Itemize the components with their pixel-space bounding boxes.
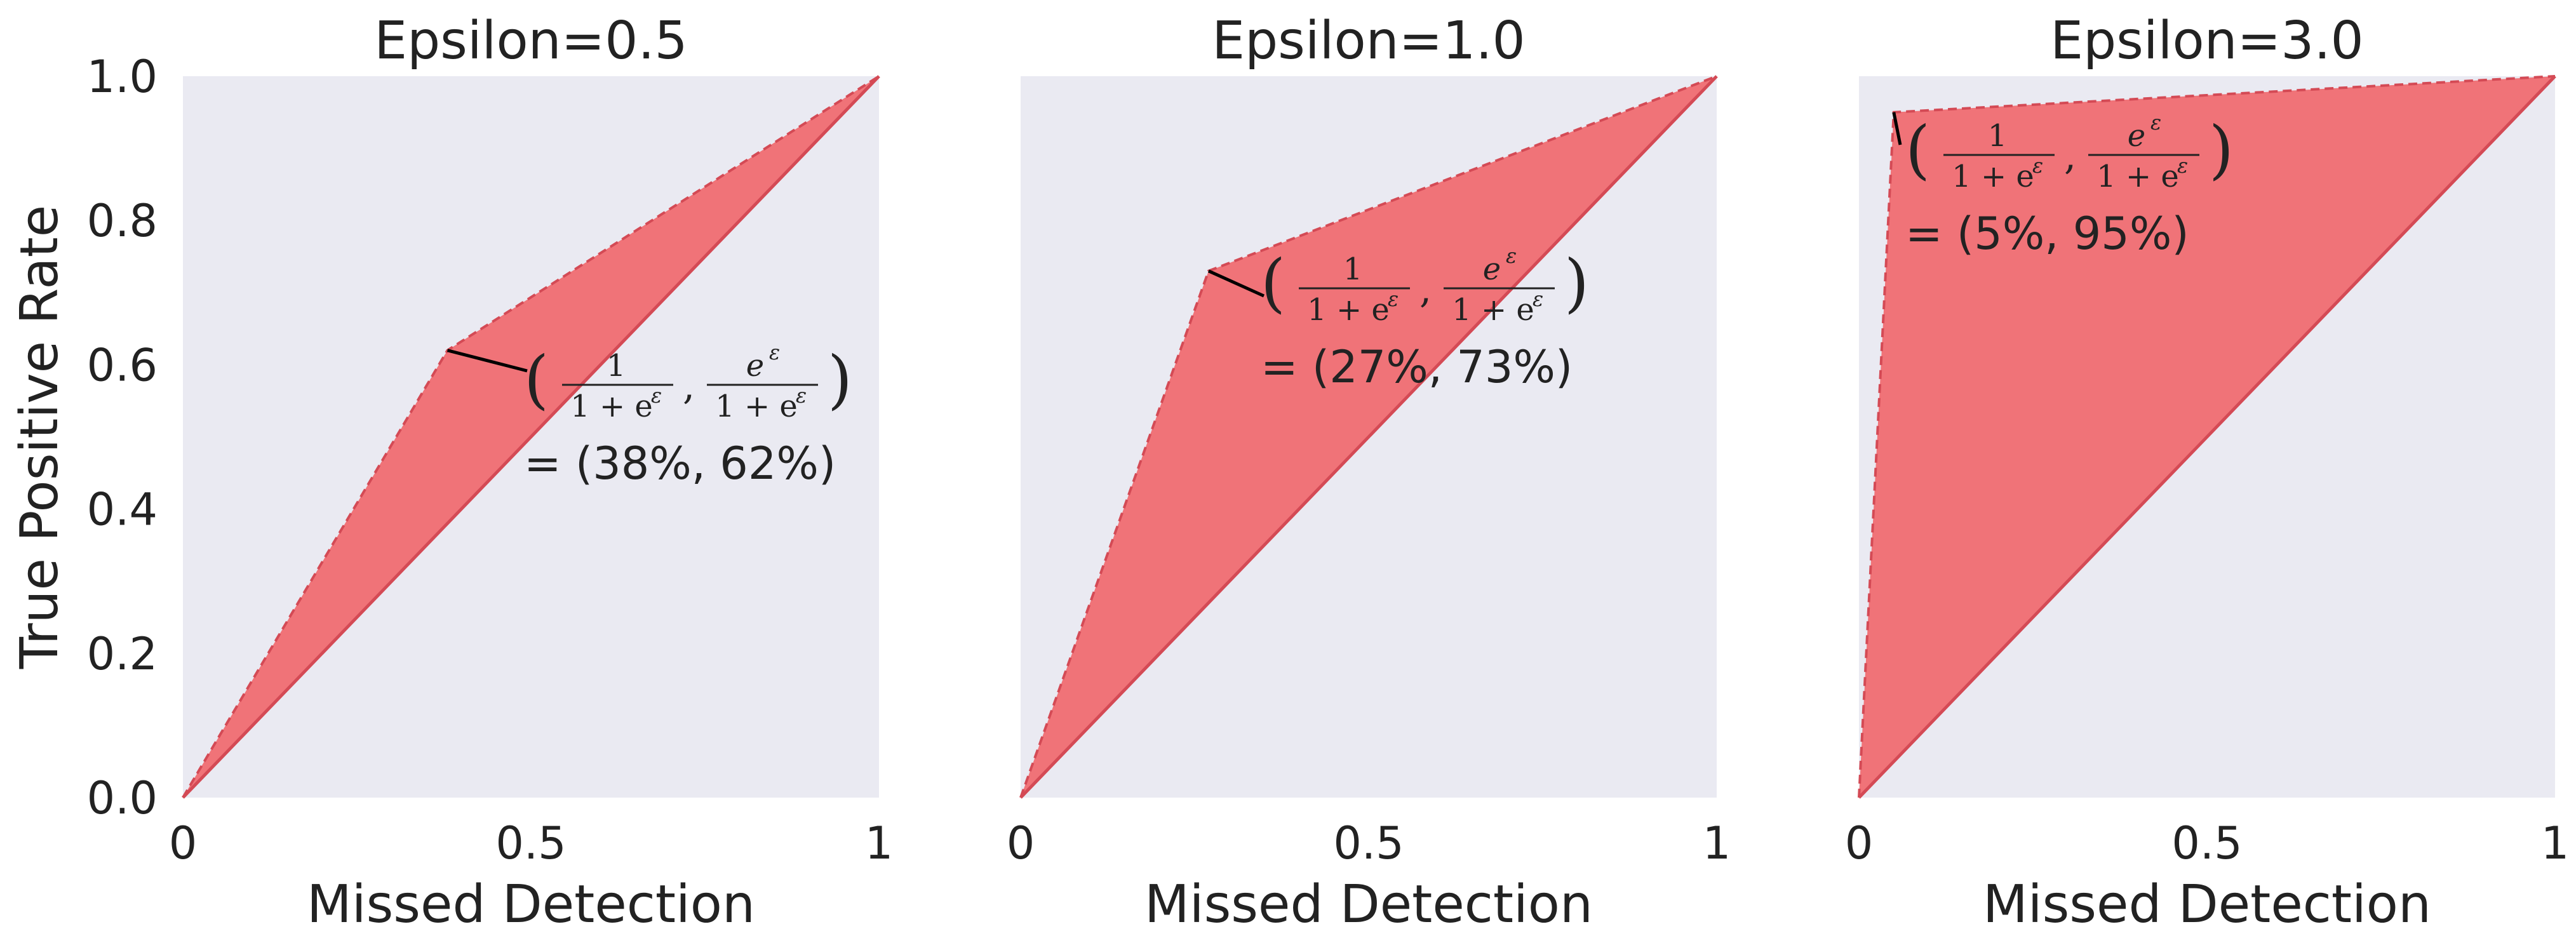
annotation-formula: (11 + eε, e ε1 + eε)= (5%, 95%) bbox=[1905, 110, 2234, 260]
y-tick-label: 0.0 bbox=[87, 772, 158, 824]
y-tick-label: 0.2 bbox=[87, 628, 158, 680]
formula-denominator: 1 + e bbox=[1452, 292, 1534, 328]
formula-superscript: ε bbox=[1533, 287, 1543, 311]
panel-title: Epsilon=3.0 bbox=[2050, 11, 2363, 71]
formula-superscript: ε bbox=[651, 384, 662, 408]
annotation-leader-line bbox=[446, 349, 528, 373]
formula-denominator: 1 + e bbox=[1307, 292, 1390, 328]
formula-open-paren: ( bbox=[524, 342, 549, 417]
x-axis-label: Missed Detection bbox=[1144, 874, 1593, 935]
formula-superscript: ε bbox=[1388, 287, 1399, 311]
x-tick-label: 0.5 bbox=[495, 817, 566, 869]
formula-close-paren: ) bbox=[1564, 246, 1589, 320]
formula-denominator: 1 + e bbox=[2096, 159, 2179, 194]
x-tick-label: 1 bbox=[2541, 817, 2570, 869]
annotation-leader-line bbox=[1892, 112, 1902, 145]
formula-numerator: 1 bbox=[607, 348, 626, 384]
formula-comma: , bbox=[2064, 134, 2076, 178]
annotation-formula: (11 + eε, e ε1 + eε)= (27%, 73%) bbox=[1261, 244, 1589, 393]
x-tick-label: 0 bbox=[1007, 817, 1035, 869]
x-tick-label: 1 bbox=[1703, 817, 1731, 869]
diagonal-line bbox=[1019, 75, 1718, 799]
diagonal-line bbox=[182, 75, 880, 799]
formula-comma: , bbox=[1419, 267, 1432, 312]
x-tick-label: 0.5 bbox=[2171, 817, 2242, 869]
formula-open-paren: ( bbox=[1905, 112, 1930, 187]
formula-superscript: ε bbox=[2177, 154, 2188, 178]
y-tick-label: 1.0 bbox=[87, 51, 158, 103]
x-axis-label: Missed Detection bbox=[307, 874, 755, 935]
x-tick-label: 1 bbox=[865, 817, 894, 869]
formula-numerator: e bbox=[1483, 251, 1501, 287]
y-tick-label: 0.8 bbox=[87, 195, 158, 247]
x-tick-label: 0 bbox=[169, 817, 198, 869]
y-tick-label: 0.6 bbox=[87, 339, 158, 391]
formula-denominator: 1 + e bbox=[570, 389, 653, 424]
panel-1: Epsilon=0.5 0 0.5 1 Missed Detection 0.0 0.2 0.… bbox=[87, 11, 894, 935]
formula-numerator: 1 bbox=[1988, 118, 2008, 154]
formula-denominator: 1 + e bbox=[1952, 159, 2034, 194]
formula-close-paren: ) bbox=[2209, 112, 2234, 187]
y-axis-label: True Positive Rate bbox=[10, 205, 70, 669]
formula-superscript: ε bbox=[2032, 154, 2043, 178]
formula-superscript: ε bbox=[1506, 244, 1517, 268]
formula-superscript: ε bbox=[796, 384, 807, 408]
formula-numerator: 1 bbox=[1343, 251, 1363, 287]
annotation-formula: (11 + eε, e ε1 + eε)= (38%, 62%) bbox=[524, 340, 852, 490]
panel-title: Epsilon=1.0 bbox=[1212, 11, 1525, 71]
y-tick-label: 0.4 bbox=[87, 484, 158, 536]
annotation-value: = (5%, 95%) bbox=[1905, 208, 2189, 260]
formula-numerator: e bbox=[2128, 118, 2145, 154]
formula-superscript: ε bbox=[769, 340, 780, 365]
annotation-value: = (38%, 62%) bbox=[524, 438, 836, 490]
x-axis-label: Missed Detection bbox=[1983, 874, 2431, 935]
formula-numerator: e bbox=[746, 348, 764, 384]
formula-superscript: ε bbox=[2150, 110, 2161, 135]
formula-open-paren: ( bbox=[1261, 246, 1285, 320]
panel-title: Epsilon=0.5 bbox=[374, 11, 687, 71]
formula-close-paren: ) bbox=[828, 342, 852, 417]
x-tick-label: 0.5 bbox=[1333, 817, 1404, 869]
formula-comma: , bbox=[683, 364, 695, 408]
annotation-leader-line bbox=[1207, 269, 1265, 298]
diagonal-line bbox=[1858, 75, 2556, 799]
formula-denominator: 1 + e bbox=[715, 389, 798, 424]
annotation-value: = (27%, 73%) bbox=[1261, 341, 1573, 393]
x-tick-label: 0 bbox=[1845, 817, 1874, 869]
